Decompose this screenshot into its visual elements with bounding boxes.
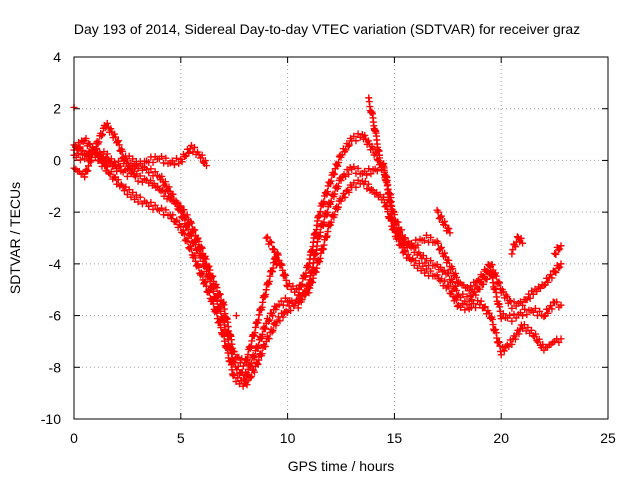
y-tick-label: -8 — [49, 359, 62, 375]
series-track-7 — [262, 233, 281, 269]
y-tick-label: 2 — [53, 101, 61, 117]
series-markers — [365, 94, 383, 159]
grid — [74, 57, 608, 419]
x-tick-label: 0 — [70, 430, 78, 446]
x-tick-label: 5 — [177, 430, 185, 446]
y-tick-label: 4 — [53, 49, 61, 65]
series-markers — [262, 233, 281, 269]
x-axis-label: GPS time / hours — [288, 458, 395, 474]
y-axis-label: SDTVAR / TECUs — [7, 182, 23, 294]
series-markers — [551, 242, 565, 258]
series-track-10 — [508, 233, 527, 258]
y-tick-label: -10 — [41, 411, 61, 427]
x-tick-label: 15 — [387, 430, 403, 446]
x-tick-label: 25 — [600, 430, 616, 446]
y-tick-label: -6 — [49, 308, 62, 324]
y-tick-label: 0 — [53, 152, 61, 168]
x-axis-ticks: 0 5 10 15 20 25 — [70, 57, 616, 446]
series-markers — [508, 233, 527, 258]
series-markers — [232, 312, 240, 320]
y-axis-ticks: -10 -8 -6 -4 -2 0 2 4 — [41, 49, 608, 427]
series-markers — [433, 206, 454, 237]
series-track-11 — [551, 242, 565, 258]
x-tick-label: 10 — [280, 430, 296, 446]
series-track-9 — [433, 206, 454, 237]
series-track-5 — [232, 312, 240, 320]
y-tick-label: -4 — [49, 256, 62, 272]
plot-frame — [73, 56, 609, 420]
chart-title: Day 193 of 2014, Sidereal Day-to-day VTE… — [74, 21, 580, 37]
x-tick-label: 20 — [493, 430, 509, 446]
series-track-8 — [365, 94, 383, 159]
y-tick-label: -2 — [49, 204, 62, 220]
series-layer — [70, 94, 565, 390]
